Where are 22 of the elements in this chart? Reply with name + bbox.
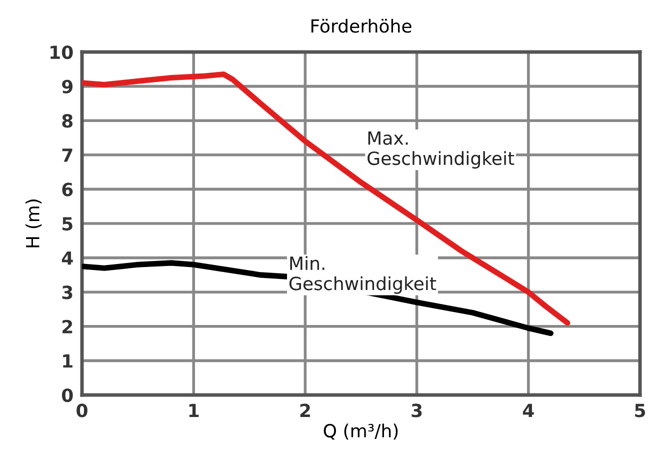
x-tick-label: 5 — [635, 404, 646, 418]
y-tick-label: 10 — [50, 45, 73, 60]
x-tick-label: 2 — [300, 404, 310, 418]
y-tick-label: 4 — [62, 251, 73, 265]
y-tick-label: 2 — [62, 320, 72, 334]
y-tick-label: 8 — [62, 114, 73, 128]
y-tick-label: 7 — [62, 148, 72, 162]
chart-title: Förderhöhe — [311, 18, 412, 33]
x-tick-label: 4 — [522, 404, 534, 418]
x-axis-title: Q (m³/h) — [324, 424, 398, 440]
x-tick-label: 0 — [76, 404, 88, 418]
y-tick-label: 0 — [62, 388, 73, 402]
y-tick-label: 5 — [62, 217, 72, 231]
annotation: Max. Geschwindigkeit — [368, 131, 514, 169]
y-tick-label: 9 — [62, 80, 73, 94]
x-tick-label: 1 — [189, 404, 199, 418]
y-tick-label: 1 — [63, 354, 72, 368]
x-tick-label: 3 — [412, 404, 422, 418]
y-tick-label: 3 — [62, 286, 72, 300]
y-axis-title: H (m) — [26, 200, 42, 248]
annotation: Min. Geschwindigkeit — [289, 256, 436, 294]
y-tick-label: 6 — [62, 182, 73, 196]
